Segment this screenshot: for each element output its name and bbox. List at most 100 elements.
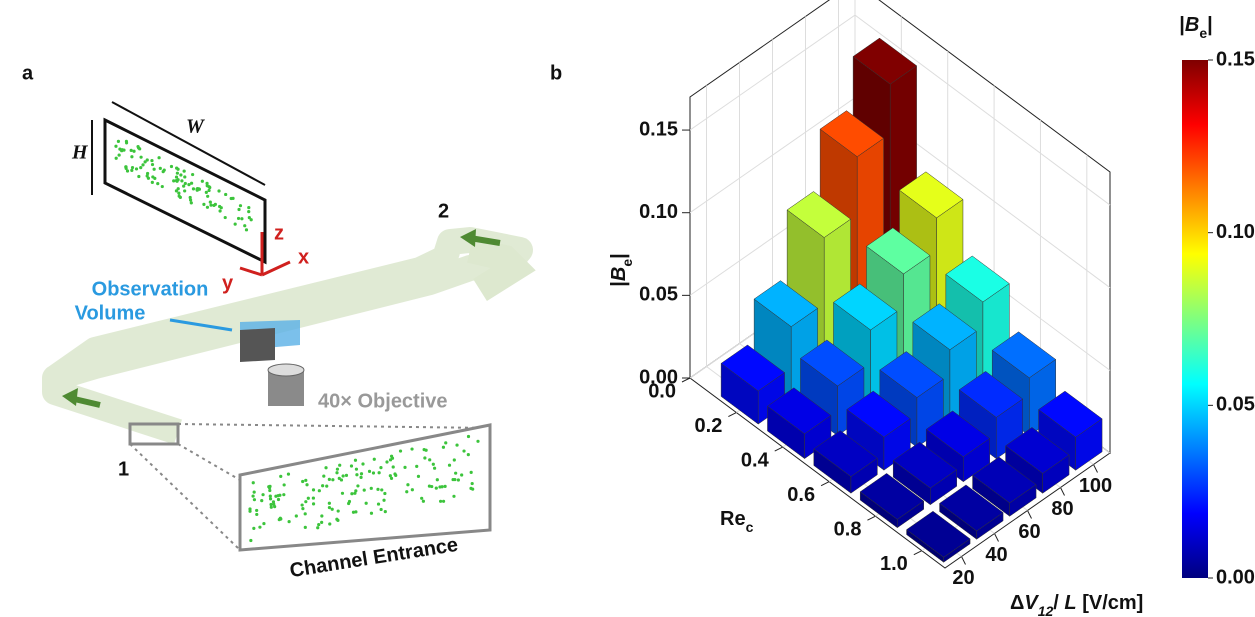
particle [170,165,173,168]
x-axis-label-part: / [1053,592,1064,614]
particle [183,175,186,178]
particle [428,458,431,461]
particle [189,198,192,201]
particle [355,468,358,471]
particle [135,167,138,170]
inlet-label: 1 [118,458,129,480]
particle [224,216,227,219]
x-tick-label: 20 [952,567,974,589]
tick [1061,488,1065,496]
particle [370,487,373,490]
particle [365,502,368,505]
particle [335,518,338,521]
particle [132,150,135,153]
particle [392,465,395,468]
particle [307,497,310,500]
particle [243,224,246,227]
particle [363,489,366,492]
particle [372,471,375,474]
y-tick-label: 0.0 [648,380,676,402]
particle [218,205,221,208]
particle [139,156,142,159]
particle [125,141,128,144]
particle [361,462,364,465]
x-axis-label-part: Δ [1010,592,1024,614]
particle [471,488,474,491]
y-tick-label: 0.4 [741,449,770,471]
particle [141,163,144,166]
particle [115,157,118,160]
particle [356,484,359,487]
particle [432,463,435,466]
particle [270,506,273,509]
particle [260,499,263,502]
colorbar-tick-label: 0.05 [1216,394,1255,416]
y-axis-label: Rec [720,508,754,534]
particle [411,488,414,491]
particle [385,460,388,463]
figure: a H W z x y 2 1 Observation Volume 40× O… [0,0,1255,617]
observation-volume-face [240,328,275,362]
particle [130,155,133,158]
z-tick-label: 0.10 [639,201,678,223]
tick [867,516,875,520]
x-axis-label: ΔV12/ L [V/cm] [1010,592,1143,617]
particle [282,493,285,496]
particle [304,512,307,515]
schematic: a H W z x y 2 1 Observation Volume 40× O… [22,62,520,582]
y-axis-label-part: c [746,519,754,535]
particle [318,489,321,492]
particle [207,189,210,192]
observation-label: Volume [75,302,146,324]
particle [354,489,357,492]
particle [376,488,379,491]
particle [338,464,341,467]
particle [453,458,456,461]
particle [304,479,307,482]
z-tick-label: 0.05 [639,284,678,306]
particle [176,172,179,175]
particle [420,497,423,500]
particle [126,169,129,172]
particle [423,456,426,459]
particle [320,514,323,517]
particle [433,467,436,470]
particle [151,163,154,166]
particle [183,189,186,192]
particle [218,209,221,212]
particle [373,458,376,461]
z-axis-label-part: | [608,253,630,259]
particle [118,148,121,151]
colorbar-tick-label: 0.00 [1216,566,1255,588]
particle [239,204,242,207]
particle [320,521,323,524]
entrance-view [240,425,490,550]
particle [470,471,473,474]
tick [821,482,829,486]
particle [399,449,402,452]
tick [682,378,690,382]
particle [359,476,362,479]
particle [157,156,160,159]
particle [442,500,445,503]
height-label: H [71,142,89,164]
particle [415,465,418,468]
particle [247,206,250,209]
panel-label: a [22,62,34,84]
particle [457,478,460,481]
particle [287,473,290,476]
particle [442,446,445,449]
x-axis-label-part: [V/cm] [1077,592,1144,614]
particle [175,175,178,178]
particle [278,494,281,497]
particle [380,508,383,511]
particle [251,494,254,497]
particle [279,517,282,520]
particle [328,478,331,481]
particle [253,498,256,501]
tick [775,447,783,451]
colorbar-tick-label: 0.15 [1216,48,1255,70]
particle [370,512,373,515]
particle [342,474,345,477]
particle [312,488,315,491]
